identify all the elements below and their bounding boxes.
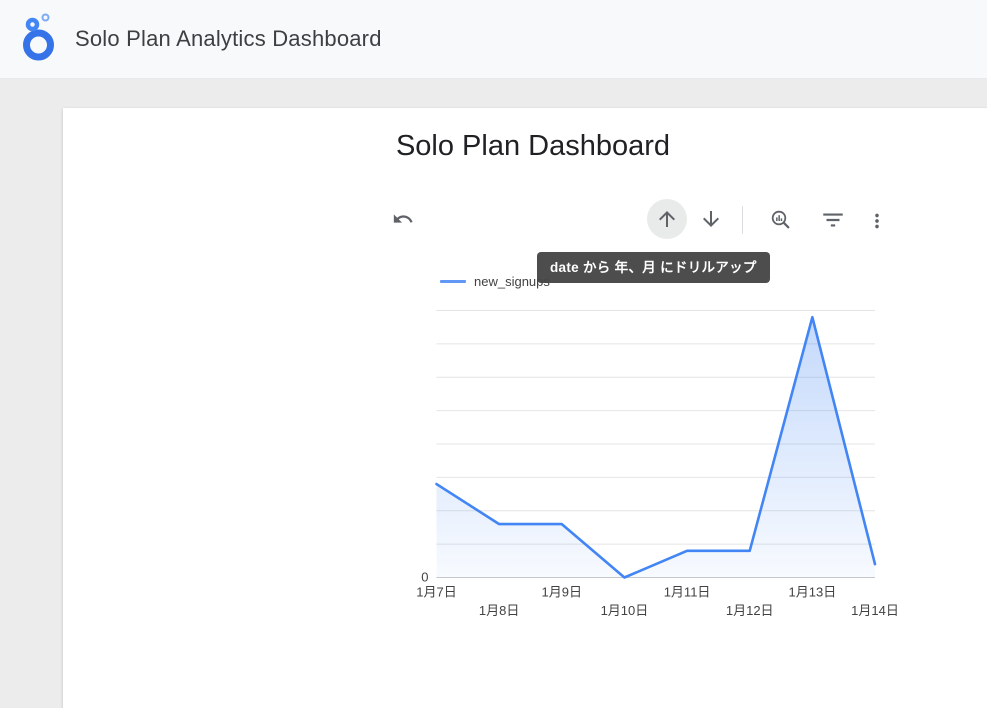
- more-options-icon[interactable]: [857, 201, 897, 241]
- svg-text:1月12日: 1月12日: [726, 603, 774, 618]
- app-header: Solo Plan Analytics Dashboard: [0, 0, 987, 79]
- svg-text:1月13日: 1月13日: [789, 585, 837, 600]
- svg-text:0: 0: [421, 570, 428, 585]
- svg-text:1月10日: 1月10日: [601, 603, 649, 618]
- report-title: Solo Plan Dashboard: [395, 130, 671, 162]
- drill-down-icon[interactable]: [691, 199, 731, 239]
- undo-icon[interactable]: [383, 199, 423, 239]
- app-title: Solo Plan Analytics Dashboard: [75, 26, 382, 51]
- zoom-chart-icon[interactable]: [761, 200, 801, 240]
- svg-text:1月11日: 1月11日: [664, 585, 711, 600]
- svg-text:1月7日: 1月7日: [416, 585, 456, 600]
- svg-text:1月8日: 1月8日: [479, 603, 519, 618]
- legend-swatch: [440, 280, 466, 283]
- drill-up-tooltip: date から 年、月 にドリルアップ: [537, 252, 770, 283]
- looker-studio-logo-icon[interactable]: [20, 13, 62, 65]
- filter-icon[interactable]: [813, 200, 853, 240]
- legend-item[interactable]: new_signups: [440, 274, 550, 289]
- svg-text:1月9日: 1月9日: [542, 585, 582, 600]
- legend-label: new_signups: [474, 274, 550, 289]
- toolbar-divider: [742, 206, 743, 234]
- svg-text:1月14日: 1月14日: [851, 603, 899, 618]
- drill-up-icon[interactable]: [647, 199, 687, 239]
